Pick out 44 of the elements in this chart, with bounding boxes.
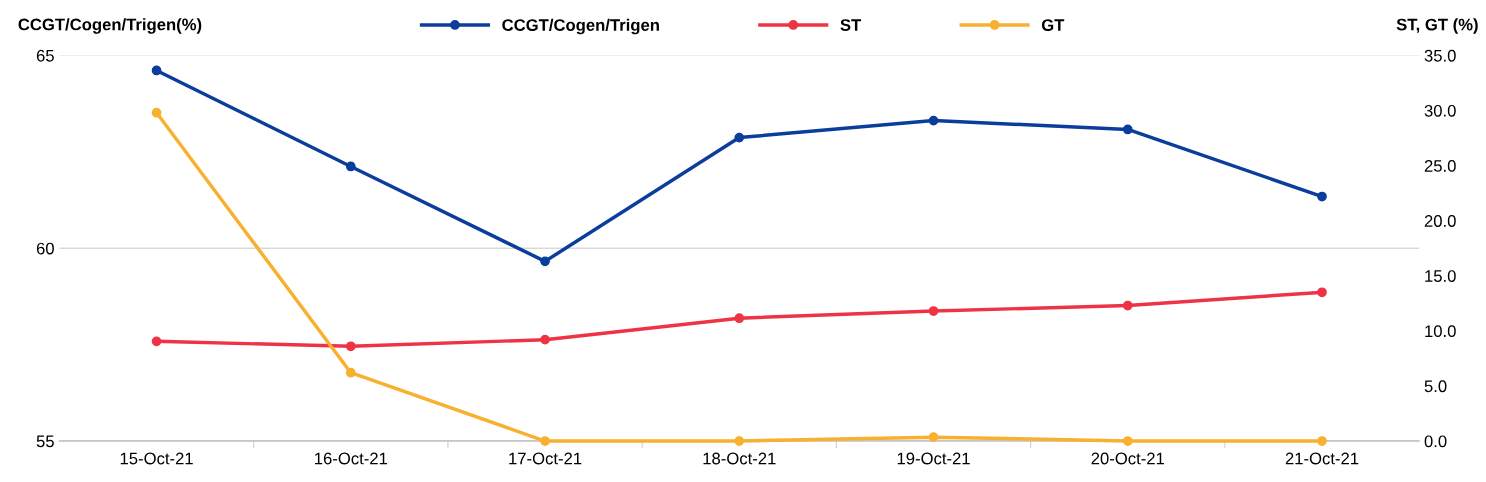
- point: [734, 132, 745, 143]
- y-axis-title: CCGT/Cogen/Trigen(%): [18, 18, 202, 34]
- point: [345, 367, 356, 378]
- point: [151, 336, 162, 347]
- x-tick-label: 16-Oct-21: [315, 452, 388, 465]
- y2-tick-label: 25.0: [1424, 160, 1456, 172]
- y2-tick-label: 5.0: [1424, 380, 1447, 393]
- point: [345, 161, 356, 172]
- point: [345, 341, 356, 352]
- point: [1122, 436, 1133, 446]
- point: [1317, 287, 1327, 298]
- y2-tick-label: 30.0: [1424, 104, 1456, 117]
- x-tick-label: 15-Oct-21: [120, 452, 193, 465]
- point: [151, 65, 162, 76]
- x-tick-label: 18-Oct-21: [703, 452, 776, 465]
- point: [1317, 436, 1327, 446]
- point: [734, 313, 745, 324]
- x-tick-label: 20-Oct-21: [1091, 452, 1165, 465]
- point: [1317, 191, 1327, 202]
- x-tick-label: 21-Oct-21: [1285, 452, 1359, 465]
- point: [540, 256, 550, 267]
- legend-label: CCGT/Cogen/Trigen: [502, 18, 659, 35]
- y2-tick-label: 35.0: [1424, 49, 1456, 62]
- point: [151, 107, 162, 118]
- point: [928, 306, 939, 316]
- y-tick-label: 60: [36, 242, 54, 255]
- y-tick-label: 65: [36, 49, 54, 62]
- x-tick-label: 17-Oct-21: [509, 452, 582, 465]
- point: [540, 334, 550, 345]
- y2-tick-label: 20.0: [1424, 215, 1456, 227]
- y2-tick-label: 10.0: [1425, 325, 1456, 338]
- y2-axis-title: ST, GT (%): [1396, 18, 1478, 34]
- point: [1122, 124, 1133, 135]
- legend-label: GT: [1041, 19, 1065, 31]
- point: [540, 436, 550, 446]
- point: [734, 436, 745, 446]
- point: [1122, 300, 1133, 311]
- y2-tick-label: 15.0: [1425, 270, 1456, 282]
- point: [928, 115, 939, 126]
- legend-label: ST: [840, 19, 862, 31]
- y-tick-label: 55: [36, 435, 54, 448]
- x-tick-label: 19-Oct-21: [897, 452, 970, 465]
- y2-tick-label: 0.0: [1424, 435, 1447, 448]
- point: [928, 432, 939, 443]
